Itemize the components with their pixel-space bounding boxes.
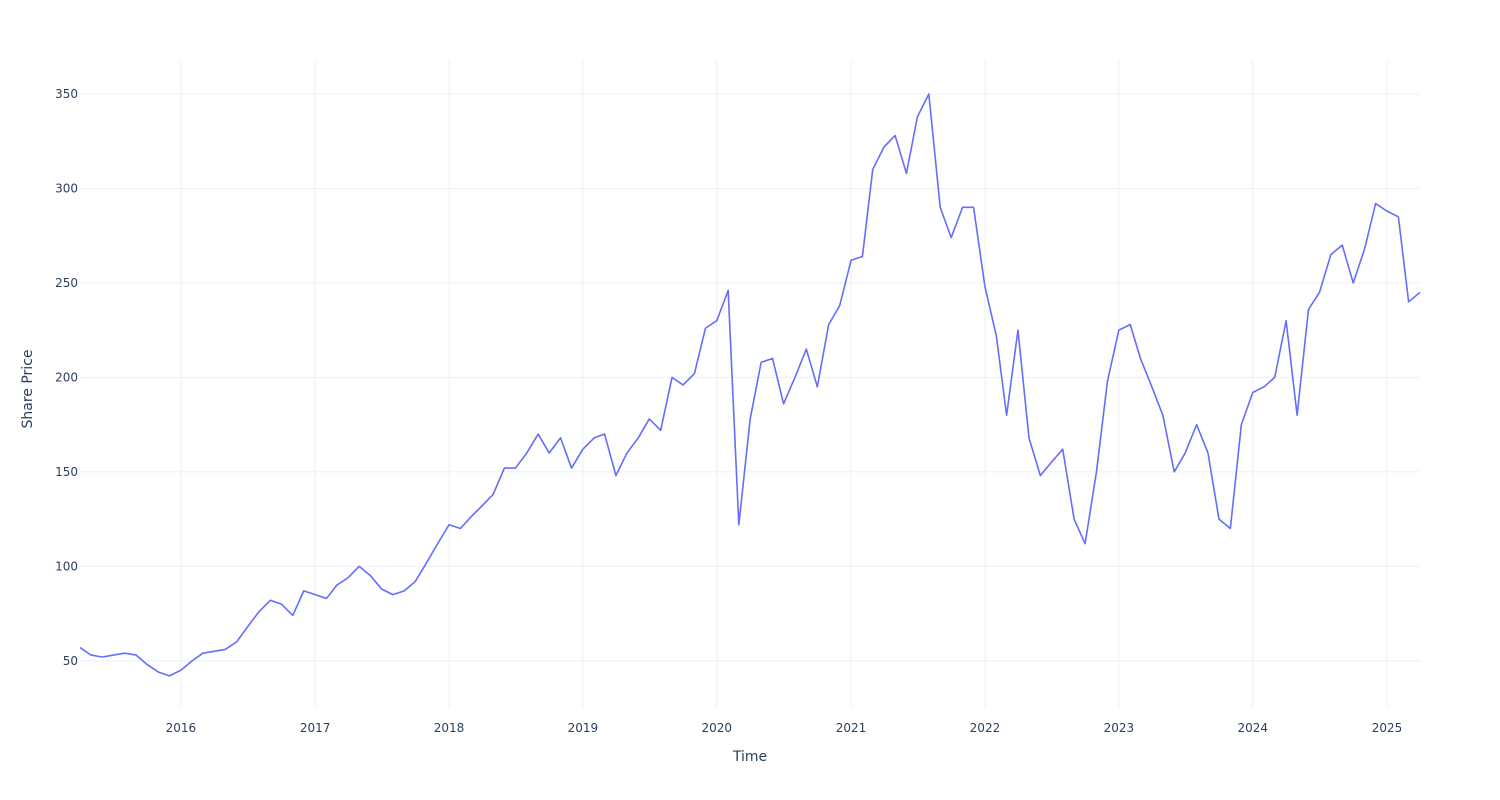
y-axis-title: Share Price	[20, 349, 36, 428]
series-line	[79, 93, 1421, 677]
x-tick-label: 2017	[300, 721, 331, 735]
x-tick-label: 2022	[970, 721, 1001, 735]
y-gridlines	[80, 93, 1420, 662]
x-tick-label: 2018	[434, 721, 465, 735]
x-tick-label: 2016	[166, 721, 197, 735]
y-tick-label: 50	[63, 654, 78, 668]
y-tick-label: 250	[55, 276, 78, 290]
x-tick-labels: 2016 2017 2018 2019 2020 2021 2022 2023 2024 2025	[166, 721, 1403, 735]
y-tick-labels: 50 100 150 200 250 300 350	[55, 87, 78, 668]
x-axis-title: Time	[732, 749, 767, 765]
x-tick-label: 2025	[1372, 721, 1403, 735]
y-tick-label: 200	[55, 370, 78, 384]
y-tick-label: 300	[55, 181, 78, 195]
x-gridlines	[180, 60, 1388, 708]
x-tick-label: 2024	[1237, 721, 1268, 735]
x-tick-label: 2023	[1104, 721, 1135, 735]
y-tick-label: 350	[55, 87, 78, 101]
y-tick-label: 100	[55, 559, 78, 573]
series-layer	[79, 93, 1421, 677]
x-tick-label: 2020	[702, 721, 733, 735]
y-tick-label: 150	[55, 465, 78, 479]
x-tick-label: 2019	[568, 721, 599, 735]
x-tick-label: 2021	[836, 721, 867, 735]
